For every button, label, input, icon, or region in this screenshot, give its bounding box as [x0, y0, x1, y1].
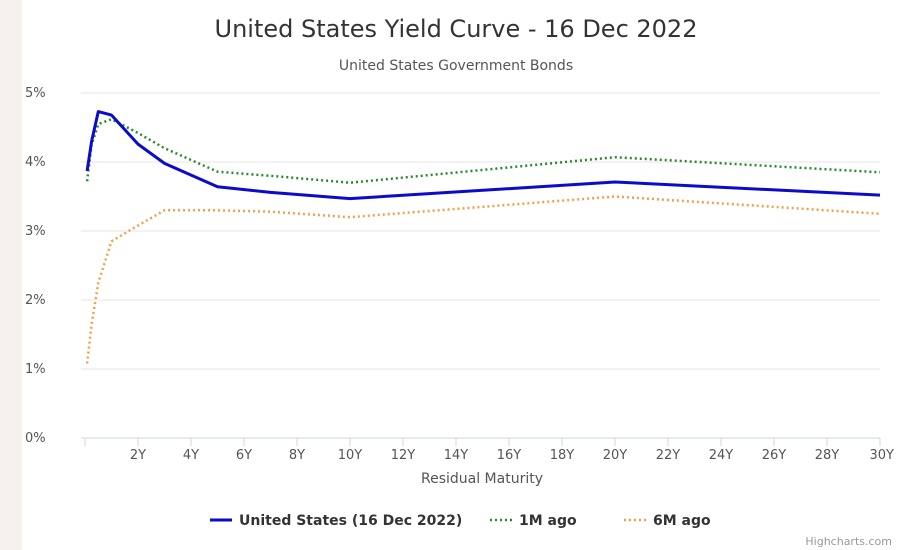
grid-lines [81, 92, 880, 439]
x-tick-label: 8Y [289, 448, 305, 463]
x-axis-ticks: 2Y 4Y 6Y 8Y 10Y 12Y 14Y 16Y 18Y 20Y 22Y 24Y 26Y 28Y 30… [84, 438, 895, 463]
x-tick-label: 16Y [497, 448, 522, 463]
x-tick-label: 20Y [603, 448, 628, 463]
x-tick-label: 2Y [130, 448, 146, 463]
chart-subtitle: United States Government Bonds [339, 58, 573, 74]
x-tick-label: 12Y [391, 448, 416, 463]
chart-title: United States Yield Curve - 16 Dec 2022 [215, 15, 698, 43]
x-tick-label: 4Y [183, 448, 199, 463]
x-axis-title: Residual Maturity [421, 471, 543, 487]
series-line-1m-ago[interactable] [85, 117, 881, 184]
series-line-united-states-16-dec-2022[interactable] [85, 110, 881, 201]
y-tick-label: 5% [25, 86, 46, 101]
x-tick-label: 24Y [709, 448, 734, 463]
y-axis-ticks: 0% 1% 2% 3% 4% 5% [25, 86, 46, 446]
legend: United States (16 Dec 2022) 1M ago 6M ago [210, 513, 711, 529]
y-tick-label: 2% [25, 293, 46, 308]
x-tick-label: 22Y [656, 448, 681, 463]
x-tick-label: 30Y [870, 448, 895, 463]
x-tick-label: 18Y [550, 448, 575, 463]
series-lines [85, 110, 881, 364]
series-line-6m-ago[interactable] [85, 195, 881, 364]
yield-curve-chart: United States Yield Curve - 16 Dec 2022 … [25, 15, 895, 548]
x-tick-label: 14Y [444, 448, 469, 463]
x-tick-label: 26Y [762, 448, 787, 463]
legend-item-label[interactable]: United States (16 Dec 2022) [239, 513, 462, 529]
legend-item-label[interactable]: 6M ago [653, 513, 711, 529]
x-tick-label: 28Y [815, 448, 840, 463]
legend-item-label[interactable]: 1M ago [519, 513, 577, 529]
chart-container: United States Yield Curve - 16 Dec 2022 … [22, 0, 910, 550]
x-tick-label: 6Y [236, 448, 252, 463]
y-tick-label: 1% [25, 362, 46, 377]
credits-link[interactable]: Highcharts.com [805, 535, 892, 548]
x-tick-label: 10Y [338, 448, 363, 463]
y-tick-label: 3% [25, 224, 46, 239]
y-tick-label: 0% [25, 431, 46, 446]
y-tick-label: 4% [25, 155, 46, 170]
